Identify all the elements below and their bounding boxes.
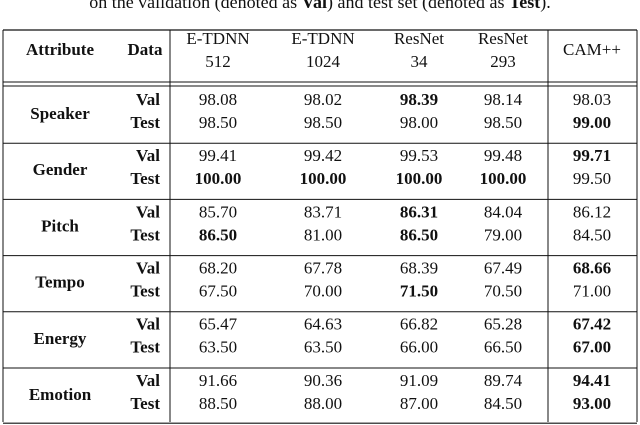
attribute-cell: Speaker [30,104,90,123]
value-cell: 86.31 [400,202,438,221]
value-cell: 84.04 [484,202,523,221]
attribute-cell: Energy [34,329,87,348]
data-cell: Test [130,225,160,244]
value-cell: 64.63 [304,315,342,334]
caption-part: ) and test set (denoted as [327,0,509,13]
value-cell: 86.12 [573,202,611,221]
caption-part: Test [509,0,540,12]
value-cell: 85.70 [199,202,237,221]
value-cell: 66.00 [400,338,438,357]
data-cell: Test [130,282,160,301]
value-cell: 98.02 [304,90,342,109]
data-cell: Test [130,338,160,357]
value-cell: 99.71 [573,146,611,165]
value-cell: 98.50 [304,113,342,132]
value-cell: 68.66 [573,259,611,278]
value-cell: 98.50 [484,113,522,132]
value-cell: 99.53 [400,146,438,165]
value-cell: 87.00 [400,394,438,413]
header-cell: Attribute [26,40,94,59]
value-cell: 65.28 [484,315,522,334]
caption-part: Val [302,0,327,12]
header-cell: 512 [205,52,231,71]
value-cell: 70.50 [484,282,522,301]
value-cell: 71.50 [400,282,438,301]
value-cell: 100.00 [480,169,527,188]
value-cell: 98.50 [199,113,237,132]
value-cell: 89.74 [484,371,523,390]
header-cell: ResNet [478,29,528,48]
data-cell: Test [130,113,160,132]
data-cell: Test [130,394,160,413]
data-cell: Val [136,90,160,109]
caption-part: ). [540,0,551,13]
value-cell: 91.66 [199,371,237,390]
value-cell: 99.50 [573,169,611,188]
value-cell: 67.42 [573,315,611,334]
value-cell: 67.00 [573,338,611,357]
value-cell: 67.78 [304,259,342,278]
value-cell: 98.14 [484,90,523,109]
value-cell: 86.50 [199,225,237,244]
value-cell: 67.49 [484,259,522,278]
value-cell: 98.03 [573,90,611,109]
value-cell: 91.09 [400,371,438,390]
value-cell: 67.50 [199,282,237,301]
header-cell: E-TDNN [291,29,354,48]
header-cell: Data [128,40,163,59]
value-cell: 68.39 [400,259,438,278]
value-cell: 66.82 [400,315,438,334]
value-cell: 94.41 [573,371,611,390]
value-cell: 71.00 [573,282,611,301]
value-cell: 90.36 [304,371,342,390]
value-cell: 100.00 [300,169,347,188]
value-cell: 98.39 [400,90,438,109]
value-cell: 99.41 [199,146,237,165]
header-cell: 293 [490,52,516,71]
value-cell: 98.08 [199,90,237,109]
value-cell: 83.71 [304,202,342,221]
attribute-cell: Tempo [35,273,84,292]
data-cell: Val [136,371,160,390]
value-cell: 65.47 [199,315,238,334]
value-cell: 70.00 [304,282,342,301]
attribute-cell: Pitch [41,216,79,235]
value-cell: 79.00 [484,225,522,244]
header-cell: ResNet [394,29,444,48]
caption-part: on the validation (denoted as [89,0,301,13]
value-cell: 93.00 [573,394,611,413]
attribute-cell: Emotion [29,385,92,404]
value-cell: 98.00 [400,113,438,132]
caption: on the validation (denoted as Val) and t… [89,0,551,13]
header-cell: E-TDNN [186,29,249,48]
value-cell: 100.00 [396,169,443,188]
value-cell: 84.50 [573,225,611,244]
value-cell: 63.50 [199,338,237,357]
attribute-cell: Gender [33,160,88,179]
value-cell: 81.00 [304,225,342,244]
data-cell: Val [136,315,160,334]
value-cell: 86.50 [400,225,438,244]
data-cell: Val [136,202,160,221]
value-cell: 88.50 [199,394,237,413]
value-cell: 84.50 [484,394,522,413]
value-cell: 99.48 [484,146,522,165]
value-cell: 88.00 [304,394,342,413]
header-cell: CAM++ [563,40,621,59]
data-cell: Val [136,259,160,278]
value-cell: 99.00 [573,113,611,132]
value-cell: 99.42 [304,146,342,165]
data-cell: Test [130,169,160,188]
data-cell: Val [136,146,160,165]
header-cell: 34 [411,52,429,71]
value-cell: 68.20 [199,259,237,278]
header-cell: 1024 [306,52,341,71]
value-cell: 100.00 [195,169,242,188]
value-cell: 66.50 [484,338,522,357]
value-cell: 63.50 [304,338,342,357]
